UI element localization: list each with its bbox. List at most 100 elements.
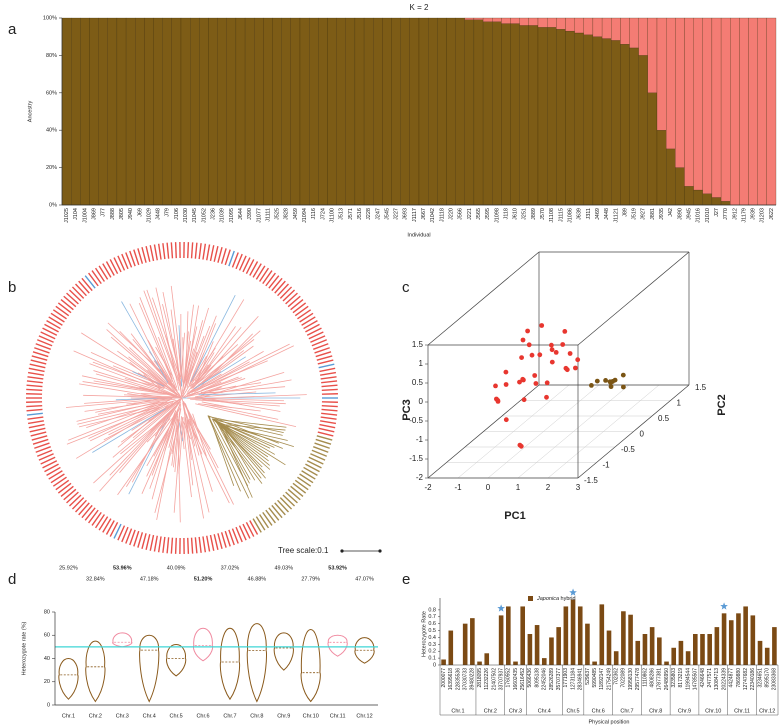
leaf-label: [321, 408, 338, 412]
branch: [154, 419, 180, 513]
x-tick-label: 1: [516, 483, 521, 492]
bar: [556, 627, 561, 665]
x-tick-label: J940: [128, 208, 134, 220]
leaf-label: [44, 463, 59, 473]
leaf-label: [157, 243, 162, 260]
bar: [599, 604, 605, 665]
ancestry-bar: [638, 17, 648, 56]
x-tick-label: J935: [659, 208, 665, 220]
x-tick-label: J644: [238, 208, 244, 220]
leaf-label: [145, 246, 151, 262]
ancestry-bar: [244, 17, 255, 206]
ancestry-bar: [739, 17, 749, 206]
leaf-label: [149, 245, 155, 262]
bar: [513, 661, 518, 665]
x-tick-label: J545: [384, 208, 390, 220]
x-tick-label: J805: [119, 208, 125, 220]
branch: [216, 421, 250, 484]
ancestry-bar: [89, 17, 99, 206]
leaf-label: [321, 380, 338, 384]
branch: [97, 401, 165, 415]
leaf-label: [202, 243, 207, 260]
x-tick-label: J469: [595, 208, 601, 220]
leaf-label: [31, 355, 48, 361]
x-tick-label: J1029: [146, 208, 152, 223]
leaf-label: [287, 295, 301, 308]
point: [575, 357, 581, 363]
leaf-label: [34, 442, 50, 449]
ancestry-bar: [748, 17, 758, 206]
bar: [743, 606, 748, 665]
leaf-label: [282, 289, 296, 302]
branch: [185, 414, 192, 460]
bar: [484, 653, 490, 665]
point: [608, 384, 614, 390]
leaf-label: [57, 482, 72, 494]
y-tick-label: 60: [44, 633, 50, 639]
point: [526, 342, 532, 348]
x-tick-label: J104: [73, 208, 79, 220]
leaf-label: [145, 534, 151, 550]
branch: [184, 403, 200, 442]
bar: [441, 659, 446, 665]
ancestry-bar: [473, 19, 484, 206]
bar: [678, 640, 684, 665]
branch: [220, 423, 286, 431]
ancestry-bar: [336, 17, 346, 206]
leaf-label: [238, 255, 247, 271]
y-axis-label: Ancestry: [27, 101, 33, 123]
leaf-label: [170, 537, 174, 554]
ancestry-bar: [510, 23, 520, 206]
leaf-label: [292, 482, 307, 494]
branch: [108, 402, 174, 436]
leaf-label: [133, 530, 140, 547]
point: [544, 380, 550, 386]
ancestry-bar: [400, 17, 410, 206]
leaf-label: [321, 412, 338, 416]
point: [563, 365, 569, 371]
leaf-label: [105, 261, 115, 276]
value-label: 51.20%: [194, 576, 213, 582]
ancestry-bar: [620, 17, 630, 45]
bar: [657, 637, 662, 665]
leaf-label: [320, 371, 337, 376]
leaf-label: [187, 242, 190, 259]
ancestry-bar: [702, 193, 713, 206]
ancestry-bar: [208, 17, 218, 206]
ancestry-bar: [464, 19, 475, 206]
leaf-label: [220, 532, 227, 548]
leaf-label: [46, 320, 61, 330]
branch: [89, 363, 181, 398]
branch: [215, 420, 269, 458]
x-tick-label: 8095138: [534, 668, 540, 688]
bar: [649, 627, 655, 665]
leaf-label: [277, 499, 289, 513]
ancestry-bar: [464, 17, 475, 20]
bar: [757, 640, 763, 665]
point: [549, 347, 555, 353]
branch: [81, 332, 178, 395]
x-tick-label: J106: [174, 208, 180, 220]
ancestry-bar: [601, 17, 612, 39]
branch: [147, 369, 178, 396]
leaf-label: [27, 420, 44, 425]
leaf-label: [52, 309, 67, 320]
x-tick-label: Chr.2: [89, 713, 102, 719]
leaf-label: [162, 536, 166, 553]
leaf-label: [63, 488, 77, 501]
x-tick-label: 13084713: [714, 668, 720, 690]
branch: [157, 360, 181, 397]
branch: [132, 398, 181, 439]
panel-letter: c: [402, 279, 410, 296]
branch: [209, 416, 284, 433]
branch: [199, 396, 281, 412]
x-tick-label: J1077: [256, 208, 262, 223]
x-tick-label: J247: [375, 208, 381, 220]
x-tick-label: Chr.9: [277, 713, 290, 719]
z-tick-label: -1: [416, 435, 424, 444]
branch: [195, 399, 280, 407]
branch: [204, 403, 279, 420]
leaf-label: [48, 470, 63, 480]
x-tick-label: J221: [467, 208, 473, 220]
leaf-label: [213, 534, 219, 550]
